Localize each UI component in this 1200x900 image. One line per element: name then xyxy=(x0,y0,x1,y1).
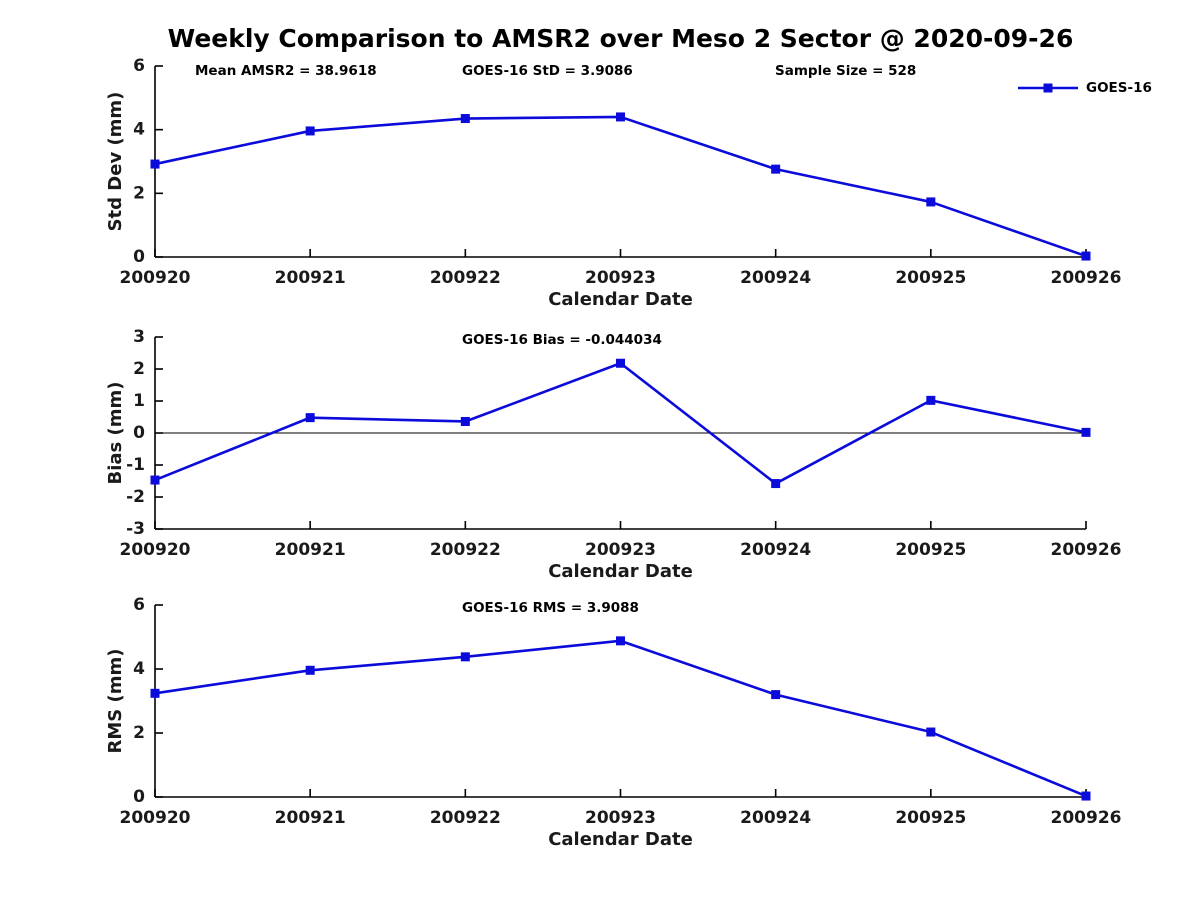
data-point-marker xyxy=(305,413,315,423)
y-tick-label: 3 xyxy=(133,327,145,347)
stat-annotation: GOES-16 Bias = -0.044034 xyxy=(462,332,662,348)
x-tick-label: 200921 xyxy=(275,268,346,288)
x-tick-label: 200920 xyxy=(120,268,191,288)
data-line xyxy=(154,361,1087,485)
stat-annotation: GOES-16 RMS = 3.9088 xyxy=(462,600,639,616)
y-tick-label: 2 xyxy=(133,183,145,203)
x-axis-label: Calendar Date xyxy=(548,561,693,582)
data-point-marker xyxy=(771,164,781,174)
y-tick-label: -3 xyxy=(126,519,145,539)
y-tick-label: -2 xyxy=(126,487,145,507)
x-tick-label: 200923 xyxy=(585,540,656,560)
x-axis-label: Calendar Date xyxy=(548,829,693,850)
y-tick-label: 4 xyxy=(133,120,145,140)
data-line xyxy=(154,639,1087,798)
data-point-marker xyxy=(150,688,160,698)
x-tick-label: 200921 xyxy=(275,808,346,828)
x-tick-label: 200926 xyxy=(1051,268,1122,288)
data-line xyxy=(154,115,1087,258)
data-point-marker xyxy=(150,159,160,169)
x-tick-label: 200925 xyxy=(895,540,966,560)
y-tick-label: 6 xyxy=(133,595,145,615)
stat-annotation: GOES-16 StD = 3.9086 xyxy=(462,63,633,79)
data-point-marker xyxy=(1081,791,1091,801)
x-tick-label: 200926 xyxy=(1051,808,1122,828)
y-tick-label: 0 xyxy=(133,423,145,443)
y-tick-label: 1 xyxy=(133,391,145,411)
std-dev-plot: 0 2 4 6 200920 200921 200922 200923 200924 200925… xyxy=(105,56,1152,310)
y-tick-label: -1 xyxy=(126,455,145,475)
data-point-marker xyxy=(460,652,470,662)
y-axis-label: RMS (mm) xyxy=(105,649,126,754)
x-tick-label: 200921 xyxy=(275,540,346,560)
data-point-marker xyxy=(460,114,470,124)
data-point-marker xyxy=(305,665,315,675)
stat-annotation: Sample Size = 528 xyxy=(775,63,916,79)
data-point-marker xyxy=(616,358,625,368)
data-point-marker xyxy=(771,690,781,700)
x-tick-label: 200923 xyxy=(585,808,656,828)
legend-label: GOES-16 xyxy=(1086,80,1152,96)
x-tick-label: 200924 xyxy=(740,268,811,288)
stat-annotation: Mean AMSR2 = 38.9618 xyxy=(195,63,377,79)
x-axis-label: Calendar Date xyxy=(548,289,693,310)
data-point-marker xyxy=(926,197,936,207)
data-point-marker xyxy=(616,112,625,122)
data-point-marker xyxy=(150,475,160,485)
x-tick-label: 200924 xyxy=(740,540,811,560)
data-point-marker xyxy=(926,395,936,405)
y-tick-label: 2 xyxy=(133,359,145,379)
figure-title: Weekly Comparison to AMSR2 over Meso 2 S… xyxy=(167,24,1074,53)
x-tick-label: 200922 xyxy=(430,808,501,828)
x-tick-label: 200920 xyxy=(120,808,191,828)
data-point-marker xyxy=(616,636,625,646)
data-point-marker xyxy=(305,126,315,136)
x-tick-label: 200926 xyxy=(1051,540,1122,560)
y-tick-label: 0 xyxy=(133,787,145,807)
y-axis-label: Bias (mm) xyxy=(105,382,126,485)
y-tick-label: 0 xyxy=(133,247,145,267)
x-tick-label: 200925 xyxy=(895,268,966,288)
x-tick-label: 200923 xyxy=(585,268,656,288)
rms-plot: 0 2 4 6 200920 200921 200922 200923 200924 200925… xyxy=(105,595,1121,850)
x-tick-label: 200922 xyxy=(430,540,501,560)
x-tick-label: 200924 xyxy=(740,808,811,828)
x-tick-label: 200920 xyxy=(120,540,191,560)
data-point-marker xyxy=(1081,427,1091,437)
bias-plot: -3 -2 -1 0 1 2 3 200920 200921 200922 200923 200924… xyxy=(105,327,1121,582)
data-point-marker xyxy=(771,479,781,489)
x-tick-label: 200925 xyxy=(895,808,966,828)
y-axis-label: Std Dev (mm) xyxy=(105,92,126,232)
data-point-marker xyxy=(1081,251,1091,261)
legend-marker-icon xyxy=(1043,83,1053,93)
data-point-marker xyxy=(926,727,936,737)
x-tick-label: 200922 xyxy=(430,268,501,288)
y-tick-label: 2 xyxy=(133,723,145,743)
y-tick-label: 4 xyxy=(133,659,145,679)
data-point-marker xyxy=(460,416,470,426)
y-tick-label: 6 xyxy=(133,56,145,76)
